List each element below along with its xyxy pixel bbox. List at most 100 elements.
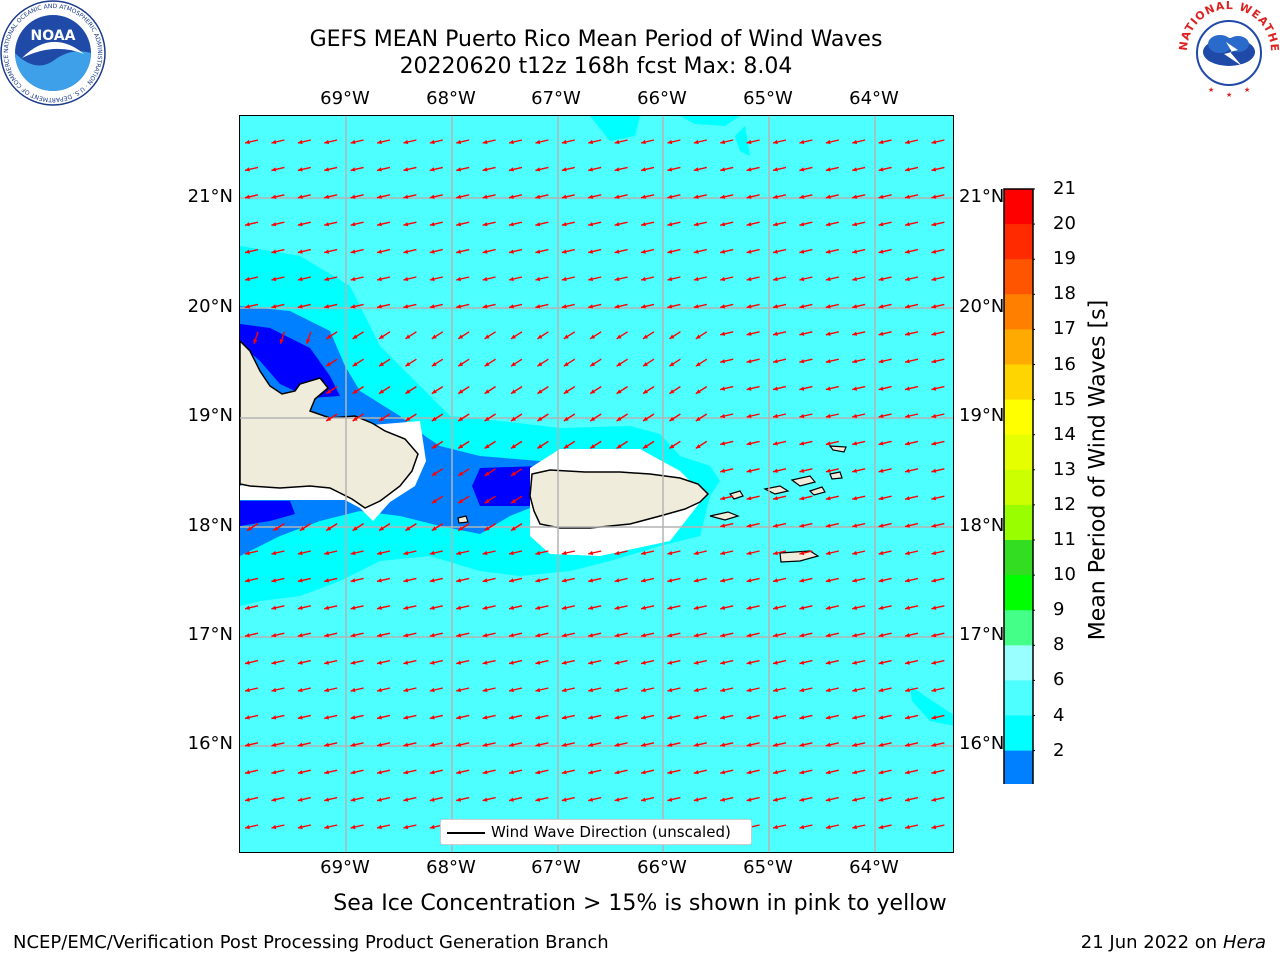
wind-arrow-head [693,249,699,254]
wind-arrow-head [931,276,937,282]
wind-arrow-head [720,523,726,528]
wind-arrow-head [773,222,778,227]
wind-arrow-head [931,605,937,610]
wind-arrow-head [825,496,831,501]
wind-arrow-head [271,770,277,775]
lat-label-left: 20°N [187,296,233,317]
wind-arrow-head [563,444,569,449]
colorbar-segment [1004,224,1033,260]
lon-label-bottom: 69°W [320,857,370,878]
wind-arrow-head [799,523,805,528]
svg-text:★: ★ [1226,91,1232,99]
wind-arrow-head [588,660,594,665]
svg-text:★: ★ [1244,86,1250,94]
wind-arrow-head [905,441,910,446]
wind-arrow-head [905,660,910,665]
wind-arrow-head [324,797,330,802]
wind-arrow-head [720,578,726,583]
wind-arrow-head [271,633,277,638]
wind-arrow-head [588,742,594,747]
wind-arrow-head [271,687,277,693]
wind-arrow-head [482,797,488,802]
colorbar-tick-label: 16 [1053,353,1076,375]
wind-arrow-head [297,194,303,199]
wind-arrow-head [852,249,858,254]
wind-arrow-head [297,824,303,830]
wind-arrow-head [537,416,543,421]
wind-arrow-head [588,139,594,145]
wind-arrow-head [429,660,435,665]
wind-arrow-head [931,496,937,501]
wind-arrow-head [588,167,594,172]
wind-arrow-head [667,633,673,638]
wind-arrow-head [456,304,462,309]
wind-arrow-head [590,444,596,449]
wind-arrow-head [403,167,409,172]
wind-arrow-head [799,194,805,199]
wind-arrow-head [482,139,488,145]
wind-arrow-head [641,742,646,747]
wind-arrow-head [773,770,778,775]
wind-arrow-head [720,359,726,364]
lat-label-left: 16°N [187,733,233,754]
wind-arrow-head [773,578,778,583]
colorbar-segment [1004,469,1033,506]
wind-arrow-head [746,715,752,720]
wind-arrow-head [431,361,437,367]
wind-arrow-head [641,304,646,309]
wind-arrow-head [852,824,858,830]
wind-arrow-head [297,687,303,693]
wind-arrow-head [350,550,356,556]
wind-arrow-head [746,523,752,528]
wind-arrow-head [377,578,382,583]
lon-label-top: 64°W [849,88,899,109]
wind-arrow-head [377,770,382,775]
wind-arrow-head [641,715,646,720]
wind-arrow-head [271,660,277,665]
lon-label-top: 69°W [320,88,370,109]
wind-arrow-head [273,526,279,531]
lon-label-bottom: 64°W [849,857,899,878]
wind-arrow-head [377,304,382,309]
wind-arrow-head [695,416,701,421]
wind-arrow-head [324,578,330,583]
wind-arrow-head [641,770,646,775]
lat-label-right: 17°N [959,624,1005,645]
wind-arrow-head [905,194,910,199]
wind-arrow-head [825,770,831,775]
wind-arrow-head [773,715,778,720]
wind-arrow-head [746,770,752,775]
wind-arrow-head [905,742,910,747]
wind-arrow-head [878,413,884,419]
wind-arrow-head [667,139,673,145]
wind-arrow-head [641,167,646,172]
wind-arrow-head [799,249,805,254]
wind-arrow-head [561,770,567,775]
wind-arrow-head [773,167,778,172]
wind-arrow-head [825,167,831,172]
wind-arrow-head [588,222,594,227]
wind-arrow-head [746,496,752,501]
wind-arrow-head [484,334,490,339]
wind-arrow-head [746,359,752,364]
wind-arrow-head [614,222,620,227]
wind-arrow-head [667,222,673,227]
wind-arrow-head [403,715,409,720]
wind-arrow-head [614,742,620,747]
wind-arrow-head [852,496,858,501]
wind-arrow-head [720,496,726,501]
wind-arrow-head [746,660,752,665]
wind-arrow-head [614,770,620,775]
wind-arrow-head [641,194,646,199]
wind-arrow-head [588,304,594,309]
wind-arrow-head [931,687,937,693]
wind-arrow-head [535,249,541,254]
colorbar-segment [1004,610,1033,646]
wind-arrow-head [746,139,752,145]
wind-arrow-head [931,249,937,254]
colorbar-tick-label: 10 [1053,564,1076,586]
wind-arrow-head [669,389,675,394]
wind-arrow-head [614,194,620,199]
wind-arrow-head [377,824,382,830]
wind-arrow-head [852,468,858,473]
